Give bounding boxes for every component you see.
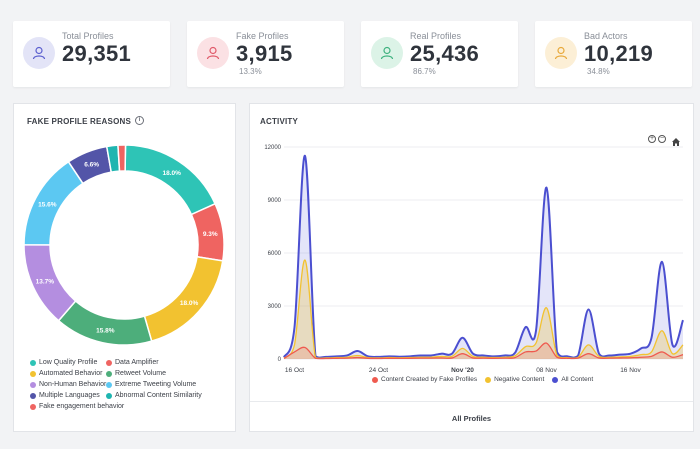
legend-dot: [106, 370, 112, 377]
user-icon: [545, 37, 577, 69]
stat-label: Fake Profiles: [236, 31, 289, 41]
legend-label: Non-Human Behavior: [39, 381, 107, 388]
legend-item[interactable]: Abnormal Content Similarity: [106, 392, 202, 399]
user-icon: [23, 37, 55, 69]
legend-label: Automated Behavior: [39, 370, 103, 377]
legend-label: Retweet Volume: [115, 370, 166, 377]
legend-dot: [106, 359, 112, 366]
zoom-out-icon[interactable]: −: [658, 135, 666, 143]
legend-dot: [30, 370, 36, 377]
zoom-in-icon[interactable]: +: [648, 135, 656, 143]
legend-item[interactable]: Non-Human Behavior: [30, 381, 106, 388]
legend-label: Low Quality Profile: [39, 359, 98, 366]
stat-card-bad-actors: Bad Actors 10,219 34.8%: [535, 21, 692, 87]
panel-title: FAKE PROFILE REASONS: [27, 117, 132, 126]
home-icon[interactable]: [671, 134, 681, 146]
divider: [250, 401, 693, 402]
stat-percent: 13.3%: [239, 67, 262, 76]
stat-card-fake: Fake Profiles 3,915 13.3%: [187, 21, 344, 87]
legend-item[interactable]: Automated Behavior: [30, 370, 102, 377]
legend-label: Fake engagement behavior: [39, 403, 125, 410]
user-icon: [371, 37, 403, 69]
stat-label: Bad Actors: [584, 31, 628, 41]
legend-dot: [30, 381, 36, 388]
legend-label[interactable]: Negative Content: [494, 376, 545, 383]
stat-label: Real Profiles: [410, 31, 462, 41]
legend-label: Extreme Tweeting Volume: [115, 381, 197, 388]
info-icon[interactable]: i: [135, 116, 144, 125]
legend-item[interactable]: Extreme Tweeting Volume: [106, 381, 196, 388]
legend-label: Multiple Languages: [39, 392, 100, 399]
legend-label[interactable]: All Content: [561, 376, 594, 383]
chart-footer-label[interactable]: All Profiles: [451, 414, 492, 423]
stat-card-real: Real Profiles 25,436 86.7%: [361, 21, 518, 87]
stat-percent: 86.7%: [413, 67, 436, 76]
stat-value: 10,219: [584, 41, 654, 66]
stat-label: Total Profiles: [62, 31, 114, 41]
legend-label: Data Amplifier: [115, 359, 159, 366]
legend-item[interactable]: Data Amplifier: [106, 359, 159, 366]
user-icon: [197, 37, 229, 69]
legend-item[interactable]: Low Quality Profile: [30, 359, 97, 366]
legend-dot: [552, 376, 559, 383]
activity-legend: Content Created by Fake Profiles Negativ…: [372, 376, 593, 383]
legend-dot: [30, 359, 36, 366]
stat-percent: 34.8%: [587, 67, 610, 76]
legend-item[interactable]: Fake engagement behavior: [30, 403, 124, 410]
legend-label: Abnormal Content Similarity: [115, 392, 202, 399]
legend-dot: [106, 392, 112, 399]
stat-value: 3,915: [236, 41, 293, 66]
legend-dot: [372, 376, 378, 383]
stat-value: 29,351: [62, 41, 132, 66]
legend-label[interactable]: Content Created by Fake Profiles: [381, 376, 478, 383]
legend-item[interactable]: Retweet Volume: [106, 370, 166, 377]
stat-card-total: Total Profiles 29,351: [13, 21, 170, 87]
legend-dot: [485, 376, 492, 383]
legend-dot: [106, 381, 112, 388]
panel-title: ACTIVITY: [260, 117, 299, 126]
legend-dot: [30, 392, 36, 399]
legend-dot: [30, 403, 36, 410]
stat-value: 25,436: [410, 41, 480, 66]
legend-item[interactable]: Multiple Languages: [30, 392, 100, 399]
